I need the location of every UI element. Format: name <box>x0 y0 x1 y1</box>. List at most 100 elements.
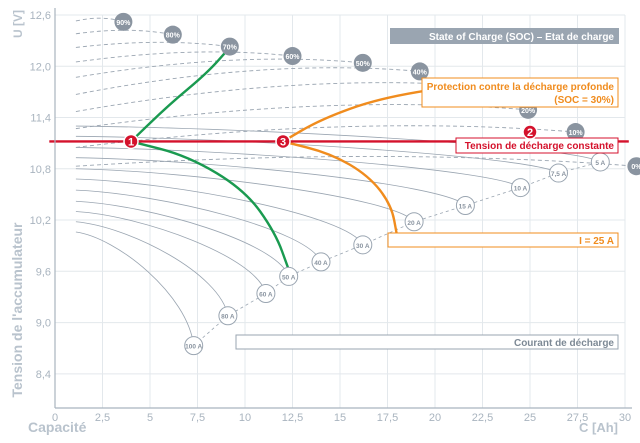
courant-decharge-box: Courant de décharge <box>235 334 619 350</box>
current-badge-circle <box>279 266 299 286</box>
current-badge: 30 A <box>353 235 373 255</box>
soc-badge: 90% <box>114 12 133 31</box>
y-axis-title: Tension de l'accumulateur <box>9 222 25 398</box>
current-curve <box>75 147 521 188</box>
current-badge: 15 A <box>455 196 475 216</box>
soc-curve <box>75 41 230 48</box>
axes <box>54 8 632 409</box>
highlight-curve <box>281 140 399 237</box>
current-badge: 5 A <box>590 152 610 172</box>
current-badge: 60 A <box>256 284 276 304</box>
x-tick-label: 15 <box>334 412 346 424</box>
current-25a-text: I = 25 A <box>579 236 614 247</box>
current-badge-label: 5 A <box>595 160 605 167</box>
marker-label: 2 <box>527 127 533 139</box>
soc-badge-circle <box>410 62 429 81</box>
soc-curve <box>75 67 420 95</box>
soc-curves <box>75 17 637 167</box>
soc-badge: 0% <box>627 157 640 176</box>
current-badge: 50 A <box>279 266 299 286</box>
x-tick-labels: 0 2,5 5 7,5 10 12,5 15 17,5 20 22,5 25 27,5 30 <box>52 412 631 424</box>
current-curve <box>75 157 466 206</box>
current-curve <box>75 125 601 163</box>
current-badge-label: 30 A <box>356 243 370 250</box>
soc-badge-label: 60% <box>285 54 300 61</box>
marker-1: 1 <box>123 133 139 150</box>
soc-badge: 50% <box>353 53 372 72</box>
x-axis-title: Capacité <box>28 419 87 435</box>
soc-badge-circle <box>163 25 182 44</box>
soc-badge-label: 20% <box>521 108 536 115</box>
current-badge-circle <box>256 284 276 304</box>
current-curve <box>75 221 229 316</box>
soc-curve <box>75 58 363 78</box>
current-curve <box>75 211 267 294</box>
soc-badge-label: 80% <box>166 33 181 40</box>
y-tick-label: 10,8 <box>30 164 51 176</box>
current-curve <box>75 178 364 245</box>
soc-curve <box>75 51 293 63</box>
current-badge: 40 A <box>311 252 331 272</box>
soc-badge-label: 50% <box>356 61 371 68</box>
marker-circle <box>275 133 291 150</box>
soc-curve <box>75 125 576 148</box>
soc-curve <box>75 29 173 36</box>
current-badge-label: 15 A <box>459 204 473 211</box>
x-tick-label: 0 <box>52 412 58 424</box>
marker-circle <box>522 124 538 140</box>
current-badge: 80 A <box>218 306 238 326</box>
soc-title-box: State of Charge (SOC) – Etat de charge <box>390 28 619 44</box>
current-badge-circle <box>218 306 238 326</box>
soc-badge-label: 10% <box>569 130 584 137</box>
current-badge-circle <box>184 336 204 356</box>
x-tick-label: 25 <box>524 412 536 424</box>
soc-badge-circle <box>283 47 302 66</box>
soc-badge-circle <box>566 123 585 142</box>
current-curve <box>75 168 415 222</box>
protection-line2: (SOC = 30%) <box>554 95 614 106</box>
current-badges: 100 A 80 A 60 A 50 A 40 A 30 A 20 A 15 A 10 A 7,5… <box>184 152 610 356</box>
soc-curve <box>75 156 637 167</box>
marker-3: 3 <box>275 133 291 150</box>
current-badge-label: 10 A <box>514 186 528 193</box>
soc-badge-circle <box>627 157 640 176</box>
x-tick-label: 12,5 <box>282 412 303 424</box>
marker-label: 3 <box>280 136 286 148</box>
highlight-curve <box>129 140 290 271</box>
current-badge: 100 A <box>184 336 204 356</box>
soc-badge: 80% <box>163 25 182 44</box>
marker-label: 1 <box>128 136 134 148</box>
soc-badge: 40% <box>410 62 429 81</box>
x-tick-label: 22,5 <box>472 412 493 424</box>
current-badge-label: 100 A <box>185 344 202 351</box>
marker-circle <box>123 133 139 150</box>
x-tick-label: 20 <box>429 412 441 424</box>
x-tick-label: 5 <box>147 412 153 424</box>
current-badge: 7,5 A <box>549 163 568 183</box>
current-envelope <box>193 161 601 346</box>
soc-curve <box>75 104 529 130</box>
constant-voltage-text: Tension de décharge constante <box>465 141 615 152</box>
current-badge-circle <box>455 196 475 216</box>
current-badge-label: 80 A <box>221 314 235 321</box>
courant-decharge-text: Courant de décharge <box>514 338 614 349</box>
soc-badge-circle <box>353 53 372 72</box>
y-tick-label: 9,0 <box>36 318 51 330</box>
constant-voltage-box: Tension de décharge constante <box>455 137 619 154</box>
protection-box: Protection contre la décharge profonde (… <box>421 77 619 108</box>
current-badge-circle <box>311 252 331 272</box>
x-axis-unit: C [Ah] <box>579 420 618 435</box>
soc-badge-label: 70% <box>223 45 238 52</box>
current-curve <box>75 200 290 277</box>
current-badge: 20 A <box>404 212 424 232</box>
y-tick-label: 8,4 <box>36 369 51 381</box>
current-badge: 10 A <box>511 178 530 198</box>
x-tick-label: 30 <box>619 412 631 424</box>
protection-line1: Protection contre la décharge profonde <box>427 82 615 93</box>
soc-badge-circle <box>220 37 239 56</box>
y-axis-unit: U [V] <box>11 10 25 38</box>
soc-badge-label: 90% <box>116 20 131 27</box>
current-badge-label: 7,5 A <box>551 171 567 178</box>
soc-badge-label: 0% <box>631 164 640 171</box>
